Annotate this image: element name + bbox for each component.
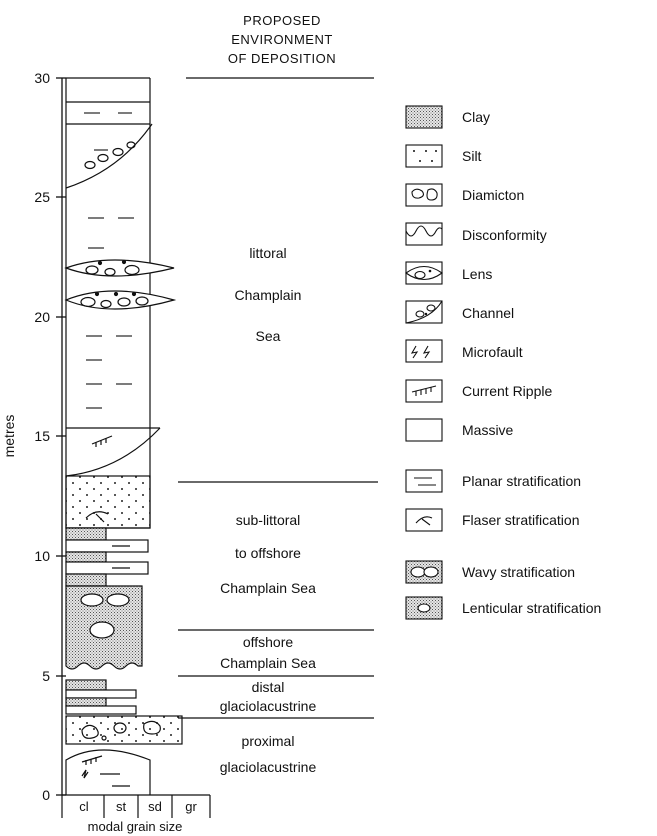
header-line-3: OF DEPOSITION <box>228 51 336 66</box>
legend-label-disconformity: Disconformity <box>462 227 547 243</box>
env-offshore-line-1: offshore <box>243 634 294 650</box>
planar-stratification-icon <box>405 469 443 493</box>
legend-item-diamicton: Diamicton <box>405 183 524 207</box>
legend-label-planar-stratification: Planar stratification <box>462 473 581 489</box>
massive-icon <box>405 418 443 442</box>
channel-icon <box>405 300 443 324</box>
legend-item-silt: Silt <box>405 144 482 168</box>
x-axis-label: modal grain size <box>88 819 183 834</box>
tick-label-20: 20 <box>34 309 50 325</box>
legend-label-lenticular-stratification: Lenticular stratification <box>462 600 601 616</box>
planar-laminae <box>84 112 134 409</box>
clay-bands <box>65 527 149 587</box>
legend-item-disconformity: Disconformity <box>405 222 547 246</box>
header-line-1: PROPOSED <box>243 13 321 28</box>
env-proximal-line-1: proximal <box>242 733 295 749</box>
wavy-stratification-icon <box>405 560 443 584</box>
legend-item-planar-stratification: Planar stratification <box>405 469 581 493</box>
tick-label-5: 5 <box>42 668 50 684</box>
legend-item-flaser-stratification: Flaser stratification <box>405 508 579 532</box>
legend-label-clay: Clay <box>462 109 490 125</box>
lens-icon <box>405 261 443 285</box>
y-axis-label: metres <box>1 415 17 458</box>
env-sublittoral-line-1: sub-littoral <box>236 512 301 528</box>
lenticular-stratification-icon <box>405 596 443 620</box>
tick-label-25: 25 <box>34 189 50 205</box>
silt-icon <box>405 144 443 168</box>
legend-label-channel: Channel <box>462 305 514 321</box>
legend-label-diamicton: Diamicton <box>462 187 524 203</box>
environment-header: PROPOSED ENVIRONMENT OF DEPOSITION <box>228 13 336 66</box>
grain-class-gr: gr <box>185 799 197 814</box>
tick-label-30: 30 <box>34 70 50 86</box>
env-sublittoral-line-2: to offshore <box>235 545 301 561</box>
legend-item-lens: Lens <box>405 261 492 285</box>
flaser-stratification-icon <box>405 508 443 532</box>
depth-axis: 0 5 10 15 20 25 30 metres <box>1 70 66 803</box>
legend-label-flaser-stratification: Flaser stratification <box>462 512 579 528</box>
grain-class-sd: sd <box>148 799 162 814</box>
legend-label-lens: Lens <box>462 266 492 282</box>
legend-label-massive: Massive <box>462 422 514 438</box>
legend-label-silt: Silt <box>462 148 482 164</box>
env-littoral-line-3: Sea <box>256 328 281 344</box>
current-ripple-icon <box>405 379 443 403</box>
legend-label-microfault: Microfault <box>462 344 523 360</box>
legend-item-wavy-stratification: Wavy stratification <box>405 560 575 584</box>
legend-item-lenticular-stratification: Lenticular stratification <box>405 596 601 620</box>
ripple-unit <box>65 427 161 477</box>
grain-class-cl: cl <box>79 799 89 814</box>
env-littoral-line-1: littoral <box>249 245 286 261</box>
legend-label-wavy-stratification: Wavy stratification <box>462 564 575 580</box>
diamicton-icon <box>405 183 443 207</box>
env-sublittoral-line-3: Champlain Sea <box>220 580 316 596</box>
legend: Clay Silt Diamicton <box>405 105 601 620</box>
channel-body <box>65 123 153 189</box>
distal-unit <box>65 679 137 715</box>
disconformity-icon <box>405 222 443 246</box>
legend-item-clay: Clay <box>405 105 490 129</box>
env-proximal-line-2: glaciolacustrine <box>220 759 317 775</box>
environment-column: littoral Champlain Sea sub-littoral to o… <box>178 77 378 775</box>
silt-unit <box>65 475 151 529</box>
lens-body-upper <box>64 259 175 277</box>
clay-icon <box>405 105 443 129</box>
legend-label-current-ripple: Current Ripple <box>462 383 552 399</box>
stratigraphic-column <box>64 77 183 795</box>
tick-label-0: 0 <box>42 787 50 803</box>
legend-item-current-ripple: Current Ripple <box>405 379 552 403</box>
env-distal-line-2: glaciolacustrine <box>220 698 317 714</box>
legend-item-microfault: Microfault <box>405 339 523 363</box>
legend-item-massive: Massive <box>405 418 514 442</box>
tick-label-10: 10 <box>34 548 50 564</box>
env-offshore-line-2: Champlain Sea <box>220 655 316 671</box>
legend-item-channel: Channel <box>405 300 514 324</box>
diamicton-unit <box>65 715 183 745</box>
grain-class-st: st <box>116 799 127 814</box>
tick-label-15: 15 <box>34 428 50 444</box>
grain-size-axis: cl st sd gr modal grain size <box>61 794 211 834</box>
env-littoral-line-2: Champlain <box>235 287 302 303</box>
header-line-2: ENVIRONMENT <box>231 32 333 47</box>
microfault-icon <box>405 339 443 363</box>
proximal-unit <box>65 749 151 795</box>
env-distal-line-1: distal <box>252 679 285 695</box>
wavy-lenticular-unit <box>65 585 143 670</box>
lens-body-lower <box>64 290 177 310</box>
